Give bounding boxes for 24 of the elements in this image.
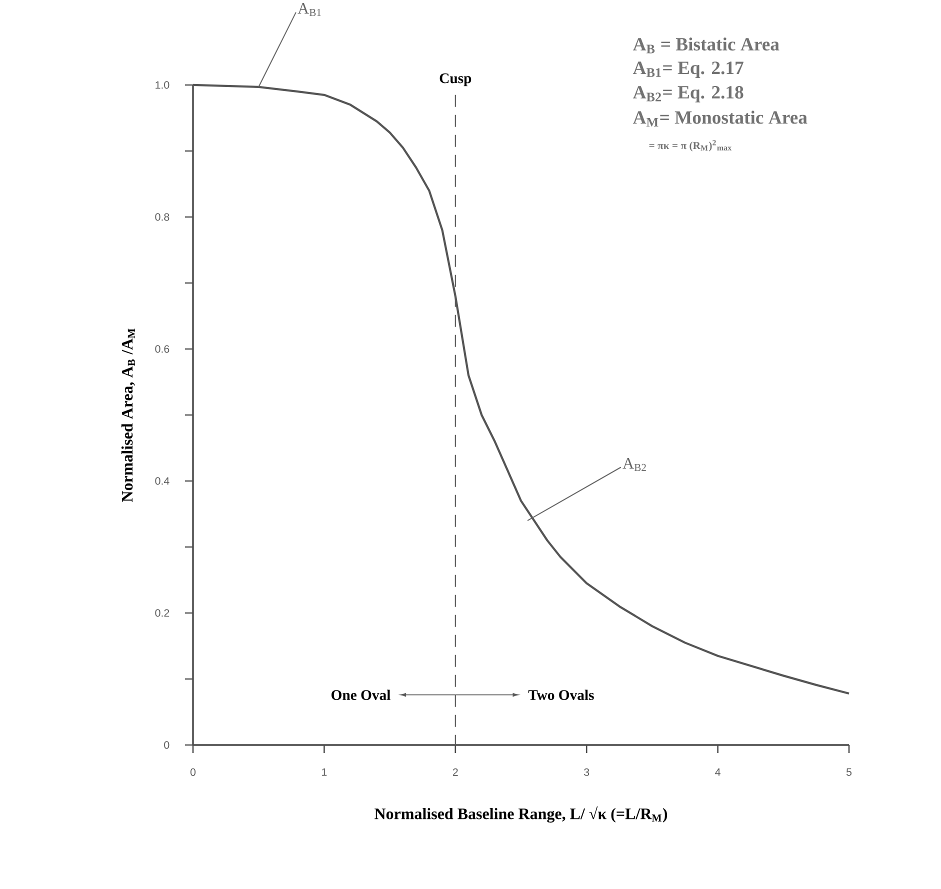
y-axis-title: Normalised Area, A$_{B}$ /A$_{M}$ — [121, 328, 135, 502]
y-tick-label: 0.6 — [155, 345, 170, 353]
x-tick-label: 1 — [322, 768, 327, 776]
y-tick-label: 0.2 — [155, 609, 170, 617]
x-tick-label: 0 — [190, 768, 196, 776]
ref-line-label: Cusp — [440, 73, 472, 86]
annotation: A$_{B2}$= Eq. 2.18 — [632, 86, 744, 102]
text: A$_{B1}$= Eq. 2.17 — [632, 62, 744, 78]
text: A$_{B}$ = Bistatic Area — [632, 37, 780, 54]
y-tick-label: 0.8 — [155, 213, 170, 221]
x-tick-label: 2 — [452, 768, 458, 776]
x-axis-title: Normalised Baseline Range, L/ √κ (=L/R$_{M}$) — [374, 806, 668, 823]
y-tick-label: 1.0 — [156, 81, 170, 89]
x-tick-label: 3 — [584, 768, 590, 776]
annotation: One Oval — [332, 690, 390, 700]
annotation: A$_{B2}$ — [622, 458, 646, 471]
y-tick-label: 0.4 — [155, 477, 170, 485]
annotation: Two Ovals — [528, 690, 594, 700]
annotation: A$_{B1}$ — [298, 3, 321, 16]
annotation: A$_{M}$= Monostatic Area — [632, 110, 808, 127]
x-tick-label: 4 — [715, 768, 720, 776]
y-tick-label: 0 — [164, 741, 170, 749]
x-tick-label: 5 — [846, 768, 852, 776]
annotation: = πκ = π (R$_{M}$)$^{2}$max — [649, 140, 732, 152]
